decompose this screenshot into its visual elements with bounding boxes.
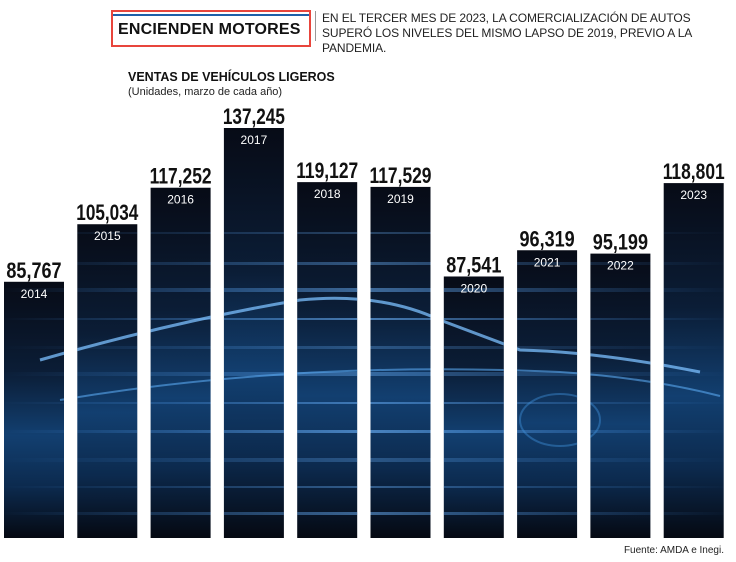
year-label: 2023: [680, 188, 707, 202]
car-wheel: [519, 393, 601, 447]
year-label: 2014: [21, 287, 48, 301]
value-label: 137,245: [223, 104, 285, 129]
year-label: 2019: [387, 192, 414, 206]
streak: [4, 288, 724, 292]
bar-2023: [663, 183, 724, 539]
value-label: 117,252: [150, 164, 212, 189]
bar-2020: [443, 276, 504, 538]
streak: [4, 346, 724, 349]
year-label: 2018: [314, 187, 341, 201]
streak: [4, 512, 724, 515]
streak: [4, 486, 724, 488]
bar-2015: [77, 224, 138, 538]
streak: [4, 402, 724, 404]
header-divider: [315, 11, 316, 41]
value-label: 87,541: [446, 252, 501, 277]
bar-2018: [297, 182, 358, 539]
header-frame: [111, 10, 311, 47]
bar-2022: [590, 253, 651, 538]
value-label: 119,127: [296, 158, 358, 183]
bar-2014: [4, 281, 64, 538]
year-label: 2015: [94, 229, 121, 243]
bar-2021: [517, 250, 578, 539]
header-title: ENCIENDEN MOTORES: [118, 21, 301, 38]
header-subtitle: EN EL TERCER MES DE 2023, LA COMERCIALIZ…: [322, 11, 692, 55]
streak: [4, 458, 724, 462]
source-note: Fuente: AMDA e Inegi.: [623, 545, 724, 556]
value-label: 118,801: [663, 159, 725, 184]
bar-2019: [370, 186, 431, 539]
value-label: 85,767: [6, 258, 61, 283]
bar-2016: [150, 187, 211, 538]
bar-2017: [223, 128, 284, 538]
year-label: 2021: [534, 255, 561, 269]
value-label: 117,529: [370, 163, 432, 188]
year-label: 2017: [241, 133, 268, 147]
value-label: 105,034: [76, 200, 139, 225]
year-label: 2016: [167, 193, 194, 207]
year-label: 2022: [607, 259, 634, 273]
value-label: 95,199: [593, 230, 648, 255]
year-label: 2020: [460, 281, 487, 295]
streak: [4, 372, 724, 376]
chart-subtitle: (Unidades, marzo de cada año): [128, 86, 283, 98]
value-label: 96,319: [520, 226, 575, 251]
chart-title: VENTAS DE VEHÍCULOS LIGEROS: [128, 70, 335, 84]
streak: [4, 318, 724, 320]
streak: [4, 430, 724, 433]
